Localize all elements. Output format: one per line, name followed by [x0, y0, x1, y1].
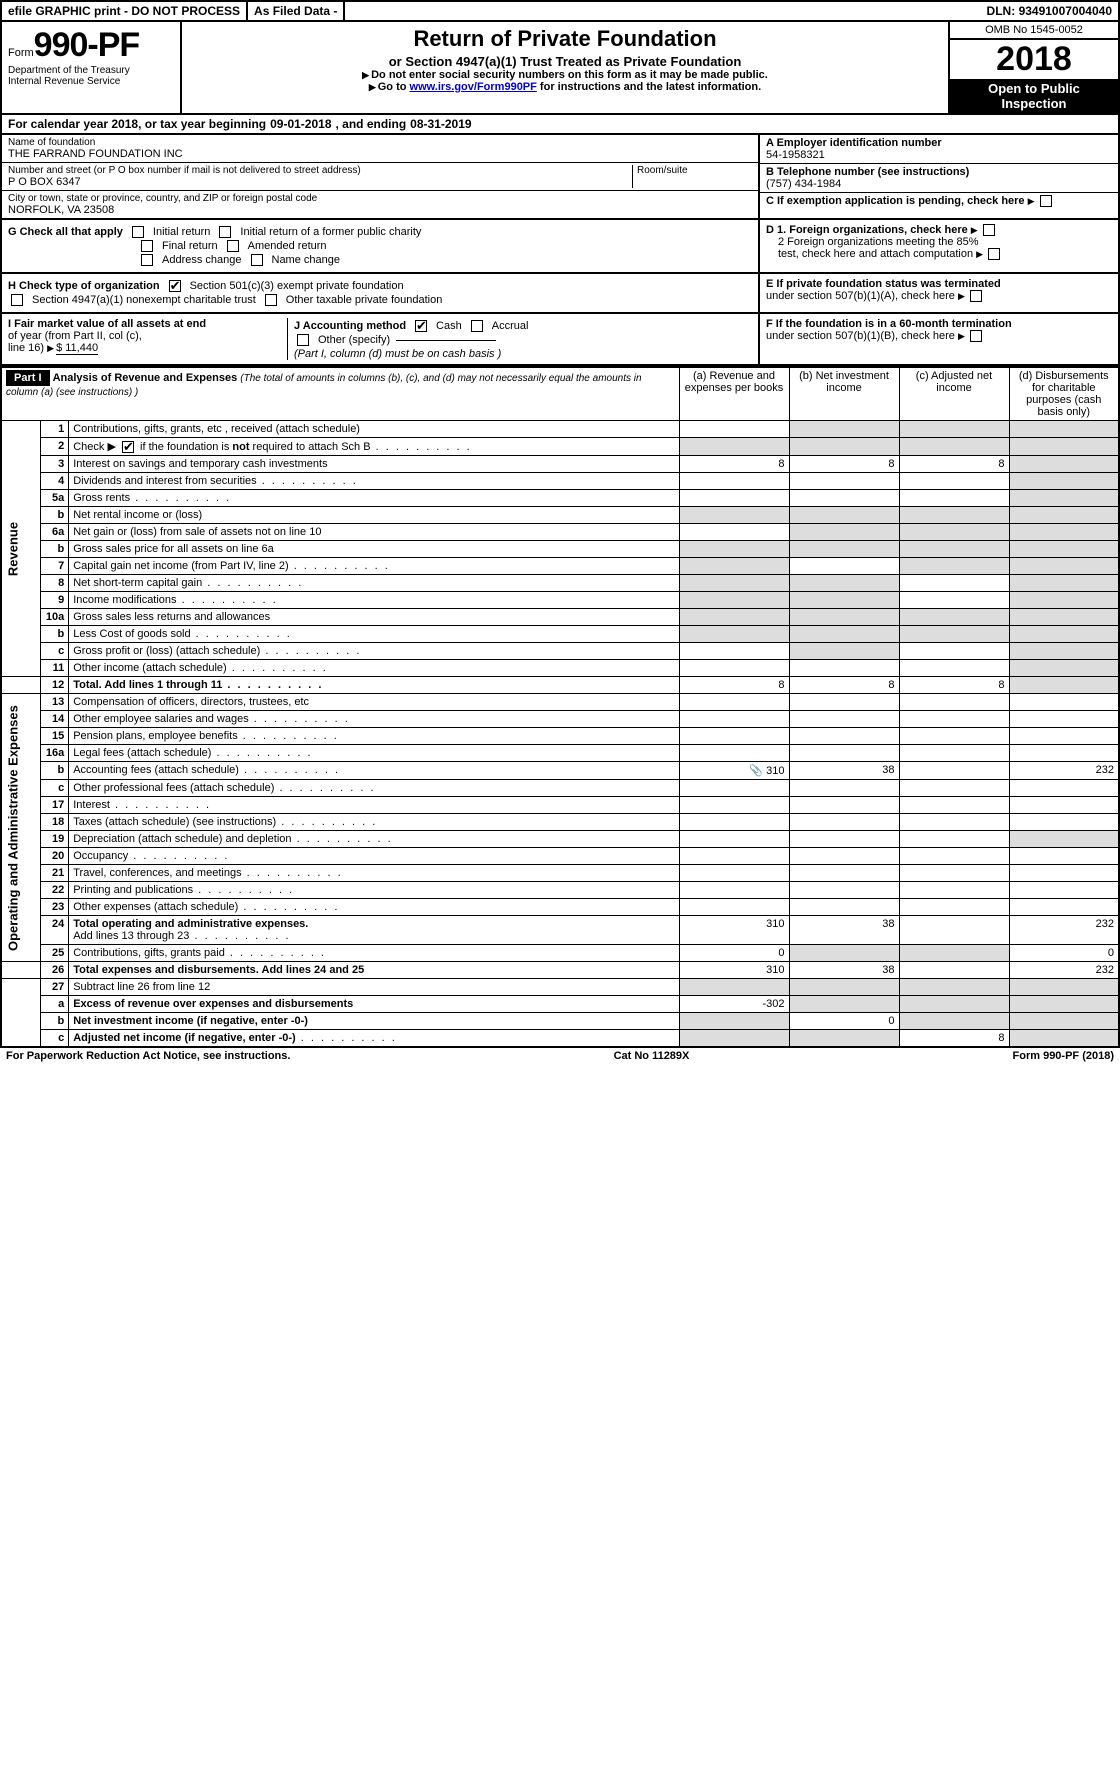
tax-year: 2018 — [950, 40, 1118, 79]
chk-4947[interactable] — [11, 294, 23, 306]
chk-d2[interactable] — [988, 248, 1000, 260]
open-to-public: Open to Public Inspection — [950, 79, 1118, 113]
section-g-d: G Check all that apply Initial return In… — [0, 220, 1120, 274]
form-header: Form990-PF Department of the Treasury In… — [0, 22, 1120, 115]
city-row: City or town, state or province, country… — [2, 191, 758, 218]
chk-other-acct[interactable] — [297, 334, 309, 346]
chk-cash[interactable] — [415, 320, 427, 332]
chk-d1[interactable] — [983, 224, 995, 236]
c-pending: C If exemption application is pending, c… — [760, 193, 1118, 209]
chk-e[interactable] — [970, 290, 982, 302]
ein-block: A Employer identification number 54-1958… — [760, 135, 1118, 164]
omb-number: OMB No 1545-0052 — [950, 22, 1118, 40]
part1-label: Part I — [6, 370, 50, 386]
chk-501c3[interactable] — [169, 280, 181, 292]
dln: DLN: 93491007004040 — [981, 2, 1118, 20]
chk-initial-former[interactable] — [219, 226, 231, 238]
address-row: Number and street (or P O box number if … — [2, 163, 758, 191]
chk-name[interactable] — [251, 254, 263, 266]
top-bar: efile GRAPHIC print - DO NOT PROCESS As … — [0, 0, 1120, 22]
page-footer: For Paperwork Reduction Act Notice, see … — [0, 1048, 1120, 1064]
attachment-icon[interactable]: 📎 — [749, 765, 763, 777]
expenses-label: Operating and Administrative Expenses — [1, 694, 41, 962]
chk-final[interactable] — [141, 240, 153, 252]
fmv-amount: $ 11,440 — [56, 342, 98, 355]
chk-f[interactable] — [970, 330, 982, 342]
part1-table: Part I Analysis of Revenue and Expenses … — [0, 366, 1120, 1048]
efile-label: efile GRAPHIC print - DO NOT PROCESS — [2, 2, 248, 20]
revenue-label: Revenue — [1, 421, 41, 677]
chk-other-tax[interactable] — [265, 294, 277, 306]
asfiled-label: As Filed Data - — [248, 2, 345, 20]
form-title: Return of Private Foundation — [188, 26, 942, 52]
form-title-block: Return of Private Foundation or Section … — [182, 22, 948, 113]
ssn-warning: Do not enter social security numbers on … — [188, 69, 942, 81]
section-h-e: H Check type of organization Section 501… — [0, 274, 1120, 314]
chk-schb[interactable] — [122, 441, 134, 453]
phone-block: B Telephone number (see instructions) (7… — [760, 164, 1118, 193]
chk-address[interactable] — [141, 254, 153, 266]
calendar-year-row: For calendar year 2018, or tax year begi… — [0, 115, 1120, 135]
chk-accrual[interactable] — [471, 320, 483, 332]
entity-info: Name of foundation THE FARRAND FOUNDATIO… — [0, 135, 1120, 220]
section-i-j-f: I Fair market value of all assets at end… — [0, 314, 1120, 366]
checkbox-c[interactable] — [1040, 195, 1052, 207]
foundation-name: Name of foundation THE FARRAND FOUNDATIO… — [2, 135, 758, 163]
year-block: OMB No 1545-0052 2018 Open to Public Ins… — [948, 22, 1118, 113]
chk-amended[interactable] — [227, 240, 239, 252]
form-number-block: Form990-PF Department of the Treasury In… — [2, 22, 182, 113]
irs-link[interactable]: www.irs.gov/Form990PF — [410, 81, 537, 93]
chk-initial[interactable] — [132, 226, 144, 238]
